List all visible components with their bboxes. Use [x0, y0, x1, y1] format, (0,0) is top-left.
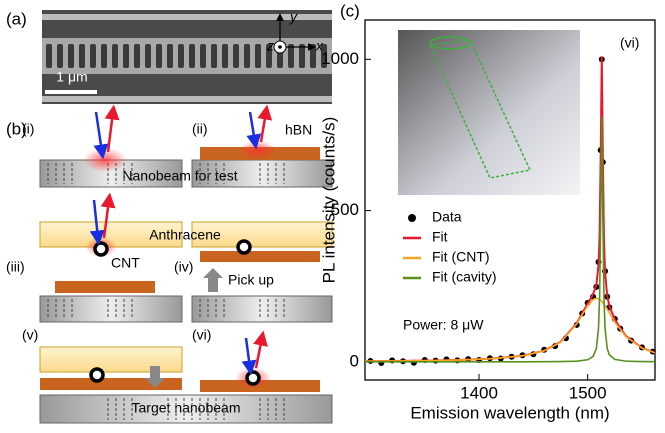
sem-hole: [200, 44, 206, 68]
annotation: Power: 8 μW: [403, 317, 484, 333]
sem-hole: [178, 44, 184, 68]
anthracene-label: Anthracene: [149, 227, 221, 243]
panel-label: (a): [6, 9, 27, 28]
sem-hole: [101, 44, 107, 68]
sem-hole: [189, 44, 195, 68]
sem-hole: [90, 44, 96, 68]
sem-hole: [123, 44, 129, 68]
hbn-label: hBN: [285, 122, 312, 138]
step-label: (v): [22, 327, 38, 343]
sem-hole: [112, 44, 118, 68]
sem-hole: [222, 44, 228, 68]
cnt-label: CNT: [111, 255, 140, 271]
sem-hole: [145, 44, 151, 68]
step-label: (vi): [192, 327, 211, 343]
sem-hole: [156, 44, 162, 68]
sem-hole: [255, 44, 261, 68]
axis-label: z: [266, 38, 274, 54]
axis-z-dot: [278, 45, 282, 49]
figure: (a) 1 μm y x z (b) (i) (ii) hBN Nanobeam…: [0, 0, 665, 433]
legend-label: Fit: [432, 229, 448, 245]
hbn-flake: [55, 281, 155, 293]
inset-illustration: [398, 30, 580, 195]
step-label: (iv): [174, 259, 193, 275]
nanobeam: [192, 296, 332, 322]
cnt: [91, 369, 103, 381]
y-tick-label: 1000: [321, 49, 359, 68]
step-label: (ii): [192, 121, 208, 137]
cnt: [247, 372, 259, 384]
sem-hole: [57, 44, 63, 68]
x-axis-label: Emission wavelength (nm): [410, 403, 609, 422]
sem-hole: [233, 44, 239, 68]
legend-label: Fit (cavity): [432, 269, 497, 285]
axis-label: y: [289, 9, 298, 25]
x-tick-label: 1400: [460, 383, 498, 402]
emission-glow: [83, 148, 127, 172]
nanobeam-label: Nanobeam for test: [122, 168, 237, 184]
hbn-flake: [200, 251, 320, 262]
sem-hole: [46, 44, 52, 68]
sem-hole: [134, 44, 140, 68]
legend-label: Fit (CNT): [432, 249, 490, 265]
pick-up-label: Pick up: [228, 272, 274, 288]
legend-label: Data: [432, 209, 462, 225]
sem-hole: [79, 44, 85, 68]
emission-arrow: [256, 338, 262, 368]
cnt: [238, 241, 250, 253]
panel-b: (b) (i) (ii) hBN Nanobeam for test Anthr…: [6, 112, 332, 423]
emission-arrow: [261, 112, 266, 142]
excitation-arrow: [250, 112, 255, 142]
sem-edge: [42, 14, 332, 20]
excitation-arrow: [96, 112, 102, 152]
anthracene-layer: [40, 347, 182, 372]
y-tick-label: 0: [350, 351, 359, 370]
nanobeam: [40, 296, 182, 322]
sem-hole: [167, 44, 173, 68]
step-label: (iii): [6, 259, 25, 275]
panel-label: (c): [340, 1, 360, 20]
excitation-arrow: [246, 338, 250, 368]
emission-glow: [240, 140, 276, 160]
y-axis-label: PL intensity (counts/s): [319, 117, 338, 284]
sem-hole: [244, 44, 250, 68]
sem-hole: [211, 44, 217, 68]
legend-marker: [408, 214, 416, 222]
pick-up-arrow: [203, 268, 223, 292]
step-label: (i): [22, 121, 34, 137]
emission-arrow: [108, 112, 113, 152]
annotation: (vi): [620, 35, 639, 51]
panel-a: (a) 1 μm y x z: [6, 9, 332, 104]
sem-edge: [42, 96, 332, 102]
x-tick-label: 1500: [569, 383, 607, 402]
sem-hole: [68, 44, 74, 68]
scale-bar-label: 1 μm: [56, 69, 87, 85]
cnt: [95, 243, 107, 255]
